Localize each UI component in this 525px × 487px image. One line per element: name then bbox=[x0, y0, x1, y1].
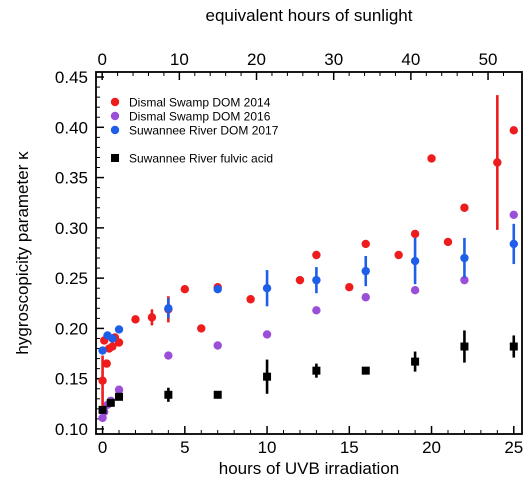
x2-tick-label: 30 bbox=[324, 50, 343, 69]
data-point bbox=[164, 390, 173, 399]
data-point bbox=[108, 334, 117, 343]
legend-label: Suwannee River fulvic acid bbox=[129, 152, 273, 166]
data-point bbox=[98, 376, 107, 385]
data-point bbox=[213, 285, 222, 294]
data-point bbox=[197, 324, 206, 333]
series-suwannee-river-dom-2017 bbox=[98, 223, 518, 355]
data-point bbox=[443, 237, 453, 247]
x2-axis-title: equivalent hours of sunlight bbox=[206, 6, 413, 25]
data-point bbox=[361, 366, 370, 375]
legend-label: Suwannee River DOM 2017 bbox=[129, 124, 279, 138]
data-point bbox=[295, 275, 305, 285]
data-point bbox=[410, 229, 420, 239]
data-point bbox=[411, 357, 420, 366]
data-point bbox=[460, 342, 469, 351]
legend-label: Dismal Swamp DOM 2016 bbox=[129, 110, 271, 124]
data-point bbox=[262, 283, 272, 293]
data-point bbox=[98, 405, 107, 414]
x2-tick-label: 0 bbox=[97, 50, 106, 69]
data-point bbox=[361, 266, 370, 276]
legend-marker bbox=[111, 154, 119, 162]
data-point bbox=[460, 253, 469, 263]
y-axis-title: hygroscopicity parameter κ bbox=[13, 151, 32, 355]
x-tick-label: 0 bbox=[98, 438, 107, 457]
y-tick-label: 0.45 bbox=[55, 68, 88, 87]
y-tick-label: 0.10 bbox=[55, 420, 88, 439]
y-ticks: 0.10 0.15 0.20 0.25 0.30 0.35 0.40 0.45 bbox=[55, 68, 104, 439]
x-tick-label: 25 bbox=[504, 438, 523, 457]
legend-label: Dismal Swamp DOM 2014 bbox=[129, 96, 271, 110]
series-suwannee-river-fulvic-acid bbox=[98, 330, 518, 414]
data-point bbox=[460, 275, 469, 285]
data-point bbox=[509, 126, 518, 135]
data-point bbox=[460, 203, 469, 212]
data-point bbox=[102, 359, 111, 368]
data-point bbox=[98, 346, 107, 355]
x2-tick-label: 40 bbox=[401, 50, 420, 69]
y-tick-label: 0.15 bbox=[55, 370, 88, 389]
data-point bbox=[114, 385, 124, 394]
data-point bbox=[164, 304, 173, 313]
data-point bbox=[246, 295, 255, 304]
y-tick-label: 0.25 bbox=[55, 269, 88, 288]
series-dismal-swamp-dom-2016 bbox=[98, 210, 518, 423]
data-point bbox=[114, 338, 124, 347]
data-point bbox=[312, 366, 321, 375]
x-tick-label: 15 bbox=[340, 438, 359, 457]
data-point bbox=[131, 315, 140, 324]
data-point bbox=[312, 250, 321, 260]
legend-marker bbox=[110, 97, 120, 107]
data-point bbox=[108, 342, 117, 351]
data-point bbox=[361, 293, 370, 302]
y-tick-label: 0.35 bbox=[55, 169, 88, 188]
data-point bbox=[394, 250, 403, 260]
legend-marker bbox=[110, 125, 120, 135]
data-point bbox=[262, 330, 272, 339]
data-point bbox=[312, 275, 321, 285]
data-point bbox=[509, 342, 518, 351]
x2-tick-label: 50 bbox=[479, 50, 498, 69]
series-dismal-swamp-dom-2014 bbox=[98, 95, 518, 406]
data-point bbox=[312, 306, 321, 315]
data-point bbox=[263, 372, 272, 381]
x2-tick-label: 20 bbox=[247, 50, 266, 69]
data-point bbox=[213, 390, 222, 399]
data-point bbox=[345, 282, 354, 292]
x-tick-label: 10 bbox=[258, 438, 277, 457]
data-point bbox=[509, 210, 518, 219]
x-tick-label: 20 bbox=[422, 438, 441, 457]
data-point bbox=[427, 154, 436, 163]
data-point bbox=[164, 351, 173, 360]
x2-ticks: 0 10 20 30 40 50 bbox=[97, 50, 504, 80]
data-point bbox=[115, 392, 124, 401]
data-point bbox=[410, 286, 420, 295]
plot-frame bbox=[95, 71, 523, 435]
data-point bbox=[361, 239, 370, 249]
legend-marker bbox=[110, 111, 120, 121]
data-point bbox=[509, 239, 518, 249]
data-point bbox=[493, 158, 502, 167]
data-point bbox=[114, 325, 124, 334]
data-point bbox=[106, 398, 115, 407]
data-point bbox=[410, 256, 420, 266]
x-ticks: 0 5 10 15 20 25 bbox=[98, 426, 523, 457]
y-tick-label: 0.40 bbox=[55, 118, 88, 137]
data-point bbox=[147, 313, 157, 322]
data-marks bbox=[98, 95, 518, 423]
x-tick-label: 5 bbox=[180, 438, 189, 457]
y-tick-label: 0.20 bbox=[55, 319, 88, 338]
x2-tick-label: 10 bbox=[170, 50, 189, 69]
data-point bbox=[180, 285, 190, 294]
x-axis-title: hours of UVB irradiation bbox=[219, 459, 399, 478]
data-point bbox=[213, 341, 222, 350]
y-tick-label: 0.30 bbox=[55, 219, 88, 238]
